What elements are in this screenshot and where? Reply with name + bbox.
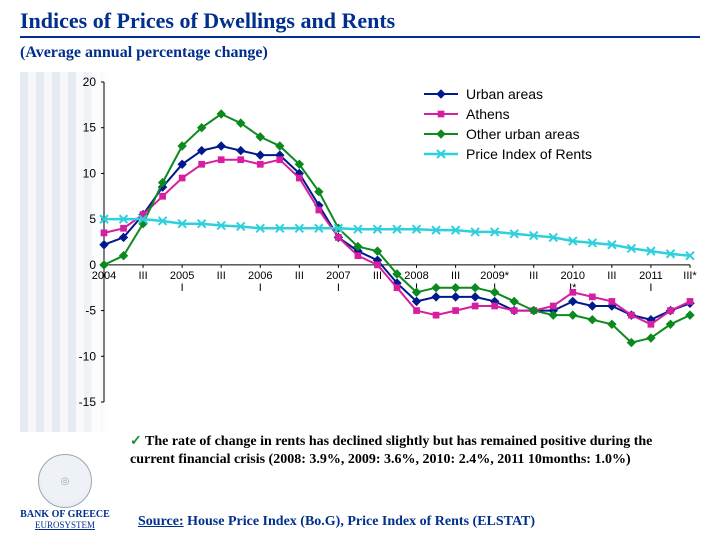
svg-text:2007: 2007 xyxy=(326,270,350,282)
svg-text:2011: 2011 xyxy=(639,270,663,282)
svg-text:2010: 2010 xyxy=(561,270,585,282)
chart-area: -15-10-5051015202004III2005IIII2006IIII2… xyxy=(20,72,700,432)
subtitle: (Average annual percentage change) xyxy=(0,40,720,64)
svg-text:Urban areas: Urban areas xyxy=(466,86,543,102)
svg-text:Price Index of Rents: Price Index of Rents xyxy=(466,146,592,162)
source-label: Source: xyxy=(138,514,184,529)
page-title: Indices of Prices of Dwellings and Rents xyxy=(20,8,700,38)
svg-text:III*: III* xyxy=(683,270,697,282)
svg-text:5: 5 xyxy=(89,212,96,226)
svg-text:I: I xyxy=(259,282,262,294)
bank-seal-icon: ◎ xyxy=(38,454,92,508)
logo-bank-text: BANK OF GREECE xyxy=(10,510,120,520)
svg-text:-5: -5 xyxy=(85,304,96,318)
svg-text:15: 15 xyxy=(83,121,97,135)
svg-text:I: I xyxy=(649,282,652,294)
source-line: Source: House Price Index (Bo.G), Price … xyxy=(138,514,535,530)
svg-text:-15: -15 xyxy=(79,395,97,409)
svg-text:2006: 2006 xyxy=(248,270,272,282)
svg-text:10: 10 xyxy=(83,166,97,180)
svg-text:I: I xyxy=(337,282,340,294)
source-text: House Price Index (Bo.G), Price Index of… xyxy=(187,514,535,529)
svg-text:Athens: Athens xyxy=(466,106,510,122)
svg-text:I: I xyxy=(181,282,184,294)
slide: Indices of Prices of Dwellings and Rents… xyxy=(0,0,720,540)
svg-text:2008: 2008 xyxy=(404,270,428,282)
svg-text:III: III xyxy=(451,270,460,282)
svg-text:III: III xyxy=(295,270,304,282)
svg-text:III: III xyxy=(529,270,538,282)
line-chart: -15-10-5051015202004III2005IIII2006IIII2… xyxy=(20,72,700,432)
svg-text:2005: 2005 xyxy=(170,270,194,282)
svg-text:Other urban areas: Other urban areas xyxy=(466,126,580,142)
svg-text:III: III xyxy=(217,270,226,282)
svg-text:20: 20 xyxy=(83,75,97,89)
svg-text:III: III xyxy=(607,270,616,282)
svg-text:-10: -10 xyxy=(79,349,97,363)
title-bar: Indices of Prices of Dwellings and Rents xyxy=(0,0,720,40)
svg-text:III: III xyxy=(373,270,382,282)
bank-logo-block: ◎ BANK OF GREECE EUROSYSTEM xyxy=(10,454,120,530)
svg-text:2009*: 2009* xyxy=(480,270,509,282)
svg-text:III: III xyxy=(138,270,147,282)
svg-text:2004: 2004 xyxy=(92,270,116,282)
footer: ◎ BANK OF GREECE EUROSYSTEM Source: Hous… xyxy=(10,454,710,530)
logo-euro-text: EUROSYSTEM xyxy=(10,520,120,530)
check-icon: ✓ xyxy=(130,432,142,448)
